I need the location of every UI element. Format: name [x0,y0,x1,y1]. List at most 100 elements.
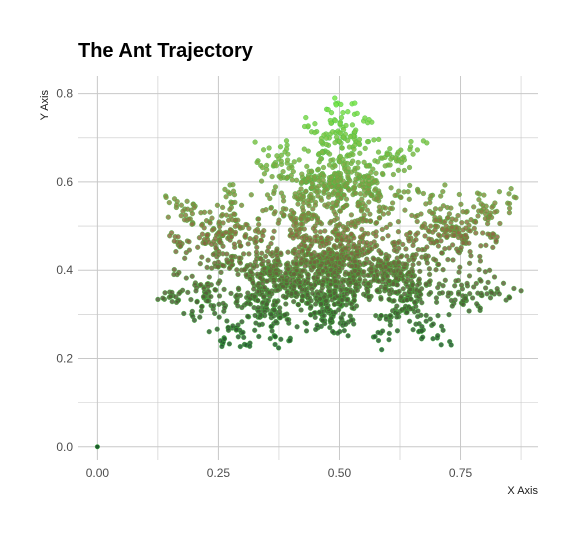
scatter-point [398,194,404,200]
scatter-point [181,217,188,223]
scatter-point [239,202,245,208]
scatter-point [489,204,495,210]
scatter-point [335,178,341,184]
scatter-point [293,290,299,296]
scatter-point [251,294,258,300]
scatter-point [413,251,419,258]
scatter-point [194,299,200,305]
scatter-point [442,246,448,252]
scatter-point [312,314,318,320]
scatter-point [325,107,331,113]
scatter-point [199,222,205,228]
scatter-point [419,324,425,330]
scatter-point [373,233,379,239]
scatter-point [232,223,238,229]
scatter-point [345,109,351,115]
scatter-point [212,235,218,242]
scatter-point [327,289,333,295]
scatter-point [171,238,177,244]
scatter-point [259,250,265,256]
scatter-point [318,235,324,241]
scatter-point [234,298,240,304]
scatter-point [220,300,226,306]
scatter-point [390,200,396,206]
scatter-point [294,177,300,183]
scatter-point [305,272,311,278]
scatter-point [209,241,215,247]
scatter-point [273,163,279,169]
scatter-point [452,283,458,289]
scatter-point [474,301,480,307]
scatter-point [471,204,477,210]
scatter-point [205,257,211,263]
scatter-point [223,194,229,200]
scatter-point [375,272,381,278]
scatter-point [335,182,342,188]
scatter-point [425,253,431,259]
scatter-point [402,261,408,267]
scatter-point [185,289,191,295]
scatter-point [449,216,455,222]
scatter-point [468,217,474,223]
scatter-point [294,324,300,330]
scatter-point [507,205,513,211]
scatter-point [322,202,328,208]
scatter-point [376,136,382,142]
scatter-point [176,291,182,297]
scatter-point [227,191,233,197]
scatter-point [343,321,349,327]
scatter-point [209,215,215,221]
scatter-point [455,248,461,254]
scatter-point [376,248,382,254]
scatter-point [375,159,381,165]
scatter-point [236,255,242,261]
scatter-point [338,241,344,247]
scatter-point [204,232,210,238]
scatter-point [377,215,383,221]
scatter-point [215,280,221,286]
scatter-point [458,233,464,239]
scatter-point [266,145,272,151]
scatter-point [326,180,333,187]
scatter-point [334,134,340,140]
scatter-point [198,210,204,216]
scatter-point [392,192,398,198]
scatter-point [160,295,166,301]
scatter-point [254,263,260,269]
scatter-point [310,206,316,212]
scatter-point [248,269,254,275]
scatter-point [293,232,299,238]
scatter-point [473,230,479,236]
scatter-point [477,253,483,260]
scatter-point [256,229,262,235]
scatter-point [209,227,215,233]
scatter-point [197,314,203,320]
scatter-point [305,292,311,298]
scatter-point [270,302,276,308]
scatter-point [348,317,354,323]
scatter-point [423,281,429,287]
scatter-point [256,333,262,340]
scatter-point [351,297,357,304]
scatter-point [367,218,374,224]
scatter-point [223,229,229,235]
scatter-point [506,191,512,197]
scatter-point [378,296,384,302]
scatter-point [366,199,372,205]
scatter-point [222,186,228,192]
scatter-point [405,189,411,195]
scatter-point [427,271,433,277]
scatter-point [237,224,243,230]
scatter-point [212,287,218,293]
scatter-point [290,169,296,175]
scatter-point [372,243,378,249]
scatter-point [456,191,462,198]
scatter-point [205,284,211,290]
scatter-point [378,313,384,319]
scatter-point [293,255,299,261]
scatter-point [321,183,327,189]
scatter-point [453,278,459,284]
scatter-point [466,308,472,314]
scatter-point [366,294,372,300]
scatter-point [340,134,347,140]
